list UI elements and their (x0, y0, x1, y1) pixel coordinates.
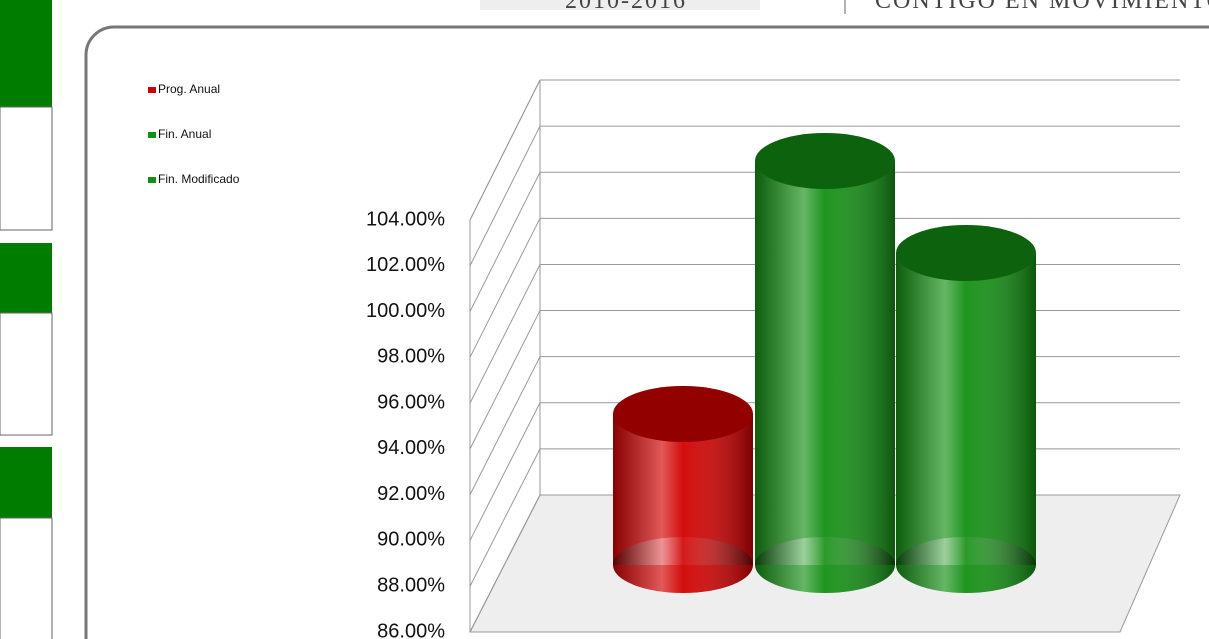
y-tick-label: 100.00% (366, 300, 445, 322)
bar-base-shine (613, 537, 753, 593)
header-right: CONTIGO EN MOVIMIENTO (875, 0, 1209, 14)
y-tick-label: 104.00% (366, 208, 445, 230)
legend-swatch (148, 177, 156, 183)
y-tick-label: 88.00% (377, 575, 445, 597)
y-tick-label: 86.00% (377, 620, 445, 639)
legend-label: Fin. Modificado (158, 172, 240, 186)
bar-shine (755, 161, 895, 565)
bar-top-shade (755, 133, 895, 189)
bar-top-shade (613, 386, 753, 442)
bar-base-shine (755, 537, 895, 593)
y-tick-label: 92.00% (377, 483, 445, 505)
legend-swatch (148, 132, 156, 138)
header-left: 2010-2016 (565, 0, 687, 14)
y-tick-label: 102.00% (366, 254, 445, 276)
bar-shine (896, 253, 1036, 565)
y-tick-label: 98.00% (377, 346, 445, 368)
bar-top-shade (896, 225, 1036, 281)
legend-label: Fin. Anual (158, 127, 211, 141)
y-tick-label: 90.00% (377, 529, 445, 551)
bar-base-shine (896, 537, 1036, 593)
side-tabs (0, 0, 52, 639)
legend-swatch (148, 87, 156, 93)
legend-label: Prog. Anual (158, 82, 220, 96)
y-tick-label: 94.00% (377, 437, 445, 459)
page: 2010-2016 CONTIGO EN MOVIMIENTO 86.00% 88… (0, 0, 1209, 639)
y-tick-label: 96.00% (377, 391, 445, 413)
